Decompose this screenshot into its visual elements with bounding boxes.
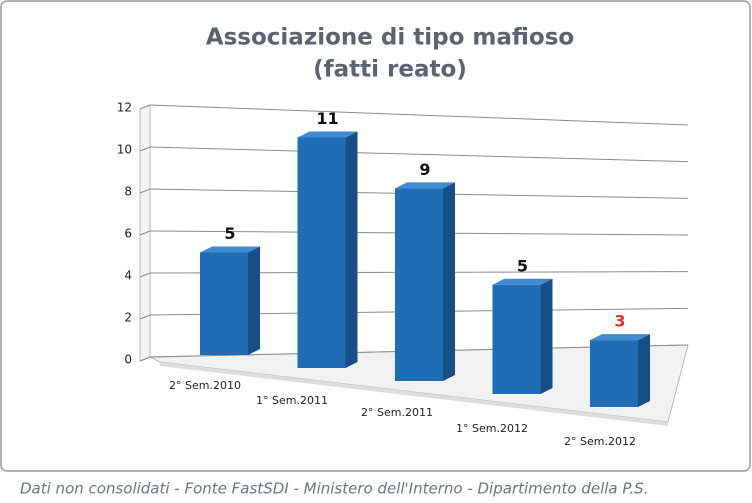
bar-side — [638, 334, 650, 407]
x-tick-label: 2° Sem.2010 — [169, 379, 241, 392]
y-tick-label: 10 — [117, 143, 132, 157]
y-tick-label: 6 — [124, 227, 132, 241]
y-tick — [139, 104, 151, 110]
grid-line — [149, 146, 689, 163]
bar-front — [492, 284, 541, 394]
y-tick — [139, 230, 151, 236]
value-label: 11 — [316, 109, 338, 128]
bar — [200, 246, 260, 355]
y-tick — [139, 314, 151, 320]
bar-front — [395, 188, 443, 381]
y-tick — [139, 356, 151, 362]
bar-front — [590, 340, 638, 407]
bar — [590, 334, 650, 407]
y-tick — [139, 146, 151, 152]
source-note: Dati non consolidati - Fonte FastSDI - M… — [20, 480, 648, 498]
value-label: 9 — [419, 160, 430, 179]
x-tick-label: 1° Sem.2011 — [256, 394, 328, 407]
bar-side — [345, 131, 358, 368]
y-tick-label: 0 — [124, 353, 132, 367]
plot-area: 0 2 4 6 8 10 12 5 2° Sem.2010 11 1° Sem.2011 9 2° Se… — [117, 101, 689, 448]
bar-top — [395, 182, 455, 189]
bar-top — [297, 131, 358, 138]
x-tick-label: 2° Sem.2012 — [564, 435, 636, 448]
bar-top — [200, 246, 260, 253]
chart-subtitle: (fatti reato) — [313, 57, 467, 83]
y-tick-label: 4 — [124, 269, 132, 283]
bar — [395, 182, 455, 381]
chart-title: Associazione di tipo mafioso — [206, 25, 574, 51]
y-tick — [139, 188, 151, 194]
bar-side — [443, 182, 455, 381]
x-tick-label: 2° Sem.2011 — [361, 406, 433, 419]
grid-line — [149, 104, 689, 126]
y-tick-label: 8 — [124, 185, 132, 199]
bar-top — [492, 278, 553, 285]
value-label: 5 — [224, 224, 235, 243]
value-label: 5 — [517, 256, 528, 275]
y-tick — [139, 272, 151, 278]
bar-side — [540, 278, 553, 394]
y-tick-label: 2 — [124, 311, 132, 325]
bar-front — [200, 252, 248, 355]
x-tick-label: 1° Sem.2012 — [456, 422, 528, 435]
bar-side — [248, 246, 260, 355]
bar — [297, 131, 358, 368]
y-tick-label: 12 — [117, 101, 132, 115]
bar-front — [297, 137, 346, 368]
floor-edge — [160, 362, 668, 426]
bar — [492, 278, 553, 394]
bar-top — [590, 334, 650, 341]
value-label: 3 — [614, 312, 625, 331]
